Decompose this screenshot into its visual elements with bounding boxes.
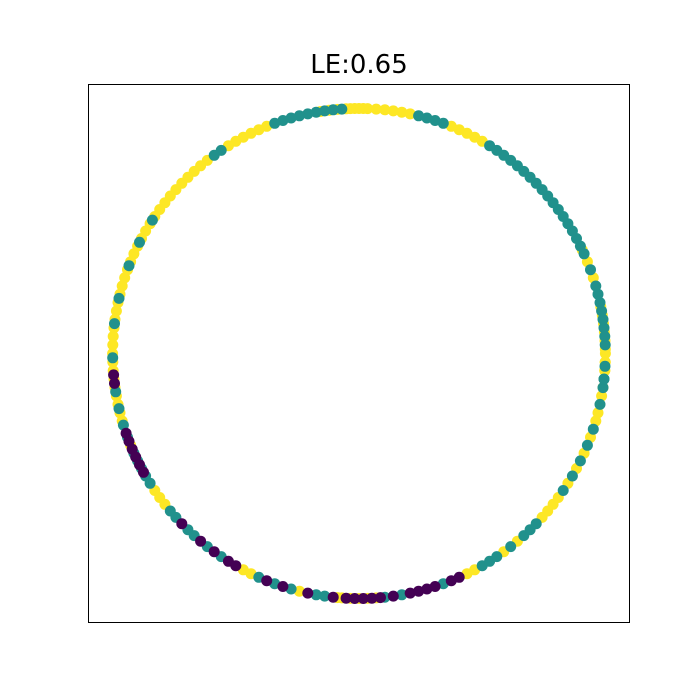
point-class-2	[110, 305, 122, 317]
point-class-1	[310, 589, 322, 601]
point-class-1	[310, 106, 322, 118]
point-class-0	[366, 592, 378, 604]
point-class-1	[599, 330, 611, 342]
point-class-0	[195, 535, 207, 547]
point-class-1	[598, 322, 610, 334]
point-class-2	[107, 330, 119, 342]
point-class-0	[230, 560, 242, 572]
point-class-1	[413, 110, 425, 122]
point-class-1	[107, 352, 119, 364]
point-class-1	[587, 423, 599, 435]
point-class-1	[146, 214, 158, 226]
point-class-1	[144, 477, 156, 489]
chart-title: LE:0.65	[310, 50, 408, 80]
point-class-2	[107, 339, 119, 351]
point-class-1	[208, 149, 220, 161]
point-class-0	[413, 585, 425, 597]
point-class-0	[327, 591, 339, 603]
point-class-1	[484, 140, 496, 152]
point-class-0	[208, 546, 220, 558]
point-class-2	[370, 103, 382, 115]
point-class-1	[596, 305, 608, 317]
point-class-0	[108, 369, 120, 381]
point-class-0	[176, 518, 188, 530]
point-class-1	[590, 280, 602, 292]
point-class-0	[302, 587, 314, 599]
point-class-1	[594, 398, 606, 410]
point-class-1	[505, 541, 517, 553]
point-class-0	[404, 587, 416, 599]
point-class-2	[592, 407, 604, 419]
point-class-1	[598, 373, 610, 385]
point-class-1	[530, 518, 542, 530]
point-class-1	[293, 110, 305, 122]
point-class-0	[429, 581, 441, 592]
point-class-1	[597, 382, 609, 394]
point-class-1	[491, 551, 503, 563]
point-class-1	[421, 112, 433, 124]
point-class-2	[404, 108, 416, 120]
point-class-1	[566, 470, 578, 482]
point-class-2	[379, 104, 391, 116]
point-class-1	[109, 318, 120, 330]
point-class-1	[123, 260, 135, 272]
point-class-0	[387, 590, 399, 602]
point-class-1	[336, 103, 348, 115]
point-class-2	[387, 105, 399, 117]
point-class-0	[453, 571, 465, 583]
points-layer	[107, 103, 611, 604]
point-class-1	[599, 360, 611, 372]
point-class-1	[327, 104, 339, 116]
point-class-1	[113, 403, 125, 415]
point-class-0	[340, 592, 352, 604]
plot-frame	[88, 84, 630, 623]
point-class-2	[396, 106, 408, 118]
point-class-1	[302, 108, 314, 120]
point-class-0	[357, 593, 369, 604]
point-class-1	[396, 589, 408, 601]
point-class-1	[597, 313, 609, 325]
point-class-1	[599, 339, 611, 351]
point-class-2	[596, 390, 608, 402]
point-class-1	[585, 264, 596, 276]
point-class-1	[319, 590, 331, 602]
point-class-1	[113, 292, 125, 304]
point-class-1	[134, 236, 145, 248]
point-class-1	[319, 105, 331, 117]
point-class-0	[109, 377, 120, 389]
point-class-1	[594, 297, 606, 309]
point-class-1	[269, 117, 281, 129]
point-class-0	[349, 593, 361, 604]
point-class-1	[557, 485, 569, 496]
point-class-0	[277, 581, 289, 592]
point-class-2	[293, 585, 305, 597]
point-class-1	[581, 439, 593, 451]
point-class-0	[138, 466, 149, 478]
point-class-1	[574, 455, 586, 467]
point-class-0	[261, 575, 273, 587]
point-class-1	[110, 386, 122, 398]
point-class-0	[375, 592, 386, 604]
